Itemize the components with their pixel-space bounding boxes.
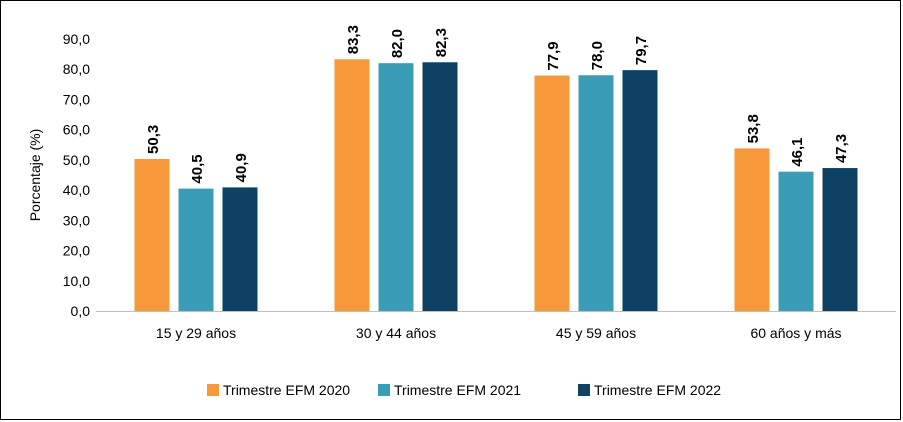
bar-1-1 — [134, 158, 170, 311]
data-label: 46,1 — [789, 137, 806, 166]
data-label: 47,3 — [833, 134, 850, 163]
bar-2-2 — [378, 63, 414, 311]
data-label: 82,0 — [389, 29, 406, 58]
bar-3-3 — [622, 70, 658, 311]
bar-1-4 — [734, 148, 770, 311]
bar-1-2 — [334, 59, 370, 312]
y-tick-label: 30,0 — [63, 212, 90, 228]
bar-2-3 — [578, 75, 614, 312]
x-tick-label: 45 y 59 años — [556, 325, 636, 341]
bar-3-1 — [222, 187, 258, 311]
data-label: 83,3 — [345, 25, 362, 54]
data-label: 79,7 — [633, 36, 650, 65]
x-tick-label: 15 y 29 años — [156, 325, 236, 341]
x-tick-label: 30 y 44 años — [356, 325, 436, 341]
data-label: 82,3 — [433, 28, 450, 57]
legend-swatch-1 — [207, 384, 219, 396]
y-tick-label: 0,0 — [71, 303, 91, 319]
data-label: 40,9 — [233, 153, 250, 182]
legend-label: Trimestre EFM 2022 — [594, 382, 721, 398]
bar-2-4 — [778, 171, 814, 311]
y-tick-label: 40,0 — [63, 182, 90, 198]
legend-label: Trimestre EFM 2021 — [394, 382, 521, 398]
legend-swatch-3 — [578, 384, 590, 396]
bar-3-2 — [422, 62, 458, 311]
bar-3-4 — [822, 168, 858, 311]
data-label: 50,3 — [145, 125, 162, 154]
y-tick-label: 60,0 — [63, 122, 90, 138]
bar-1-3 — [534, 75, 570, 312]
data-label: 78,0 — [589, 41, 606, 70]
y-tick-label: 20,0 — [63, 243, 90, 259]
x-tick-label: 60 años y más — [750, 325, 841, 341]
y-tick-label: 10,0 — [63, 273, 90, 289]
y-tick-label: 90,0 — [63, 31, 90, 47]
y-axis-title: Porcentaje (%) — [27, 129, 43, 222]
data-label: 53,8 — [745, 114, 762, 143]
legend-label: Trimestre EFM 2020 — [223, 382, 350, 398]
legend-swatch-2 — [378, 384, 390, 396]
y-tick-label: 80,0 — [63, 61, 90, 77]
y-tick-label: 50,0 — [63, 152, 90, 168]
data-label: 77,9 — [545, 41, 562, 70]
bar-2-1 — [178, 188, 214, 311]
data-label: 40,5 — [189, 154, 206, 183]
y-tick-label: 70,0 — [63, 91, 90, 107]
